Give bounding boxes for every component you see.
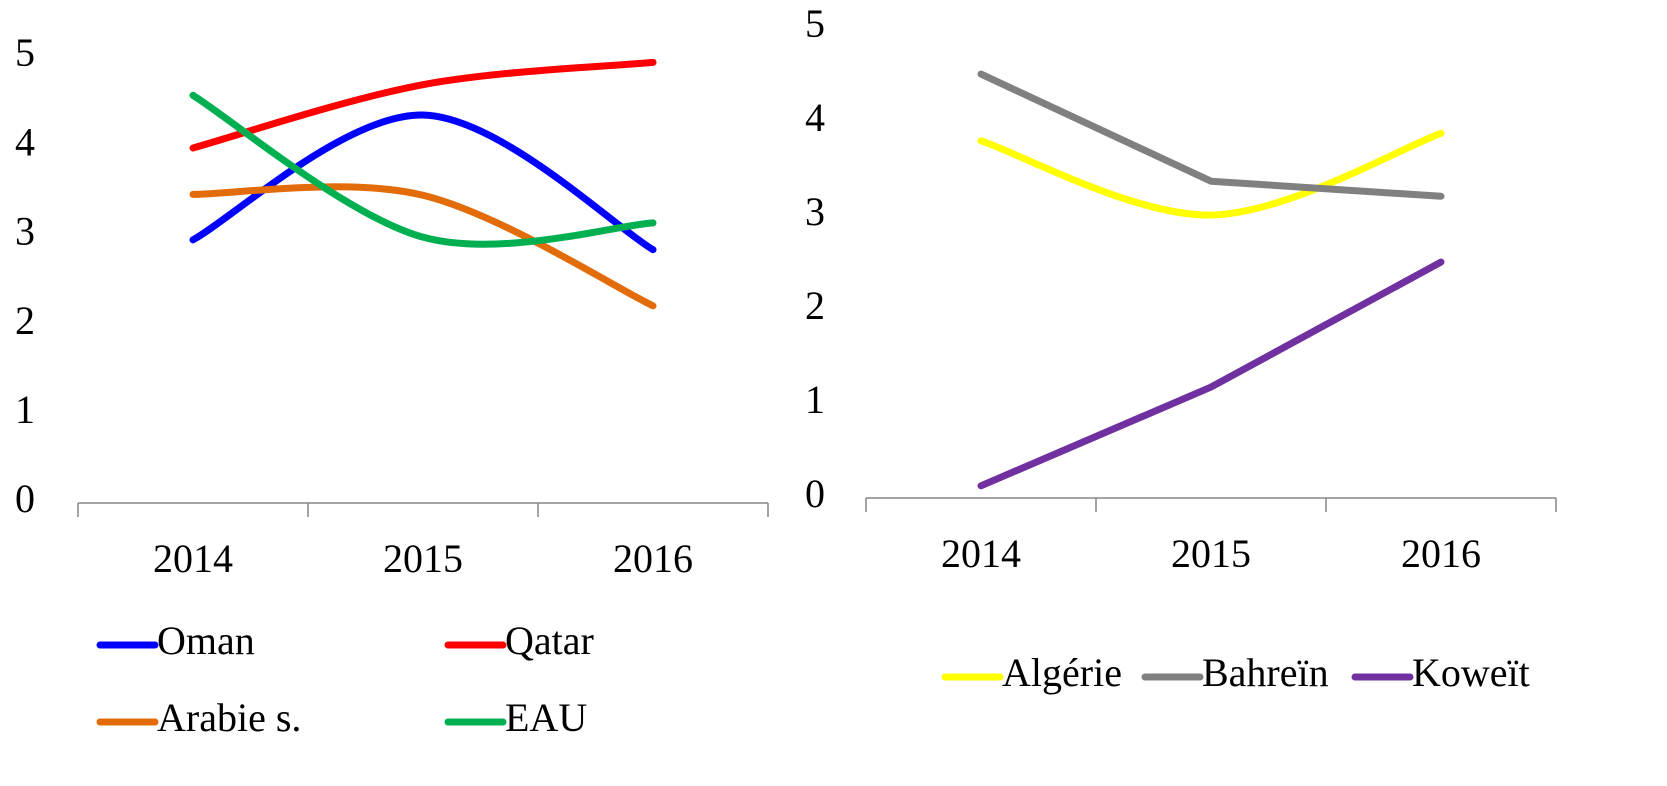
series-line <box>189 58 657 152</box>
x-tick-label: 2014 <box>153 536 233 581</box>
y-tick-label: 4 <box>15 119 35 164</box>
y-tick-label: 1 <box>805 377 825 422</box>
legend-label: Koweït <box>1412 650 1530 695</box>
x-tick-label: 2015 <box>1171 531 1251 576</box>
y-tick-label: 0 <box>15 476 35 521</box>
x-tick-label: 2014 <box>941 531 1021 576</box>
series-line <box>977 129 1445 219</box>
y-tick-label: 3 <box>15 209 35 254</box>
y-tick-label: 4 <box>805 95 825 140</box>
y-tick-label: 5 <box>805 1 825 46</box>
x-tick-label: 2015 <box>383 536 463 581</box>
y-tick-label: 0 <box>805 471 825 516</box>
legend-label: EAU <box>505 695 587 740</box>
y-tick-label: 5 <box>15 30 35 75</box>
legend-label: Oman <box>157 618 255 663</box>
y-tick-label: 2 <box>805 283 825 328</box>
legend-label: Bahreïn <box>1202 650 1329 695</box>
y-tick-label: 2 <box>15 298 35 343</box>
legend-label: Qatar <box>505 618 594 663</box>
series-line <box>189 183 657 310</box>
series-line <box>189 111 657 254</box>
series-line <box>977 70 1445 200</box>
y-tick-label: 1 <box>15 387 35 432</box>
legend-label: Algérie <box>1002 650 1122 695</box>
series-line <box>977 258 1445 490</box>
x-tick-label: 2016 <box>1401 531 1481 576</box>
y-tick-label: 3 <box>805 189 825 234</box>
legend-label: Arabie s. <box>157 695 301 740</box>
series-line <box>189 91 657 248</box>
x-tick-label: 2016 <box>613 536 693 581</box>
